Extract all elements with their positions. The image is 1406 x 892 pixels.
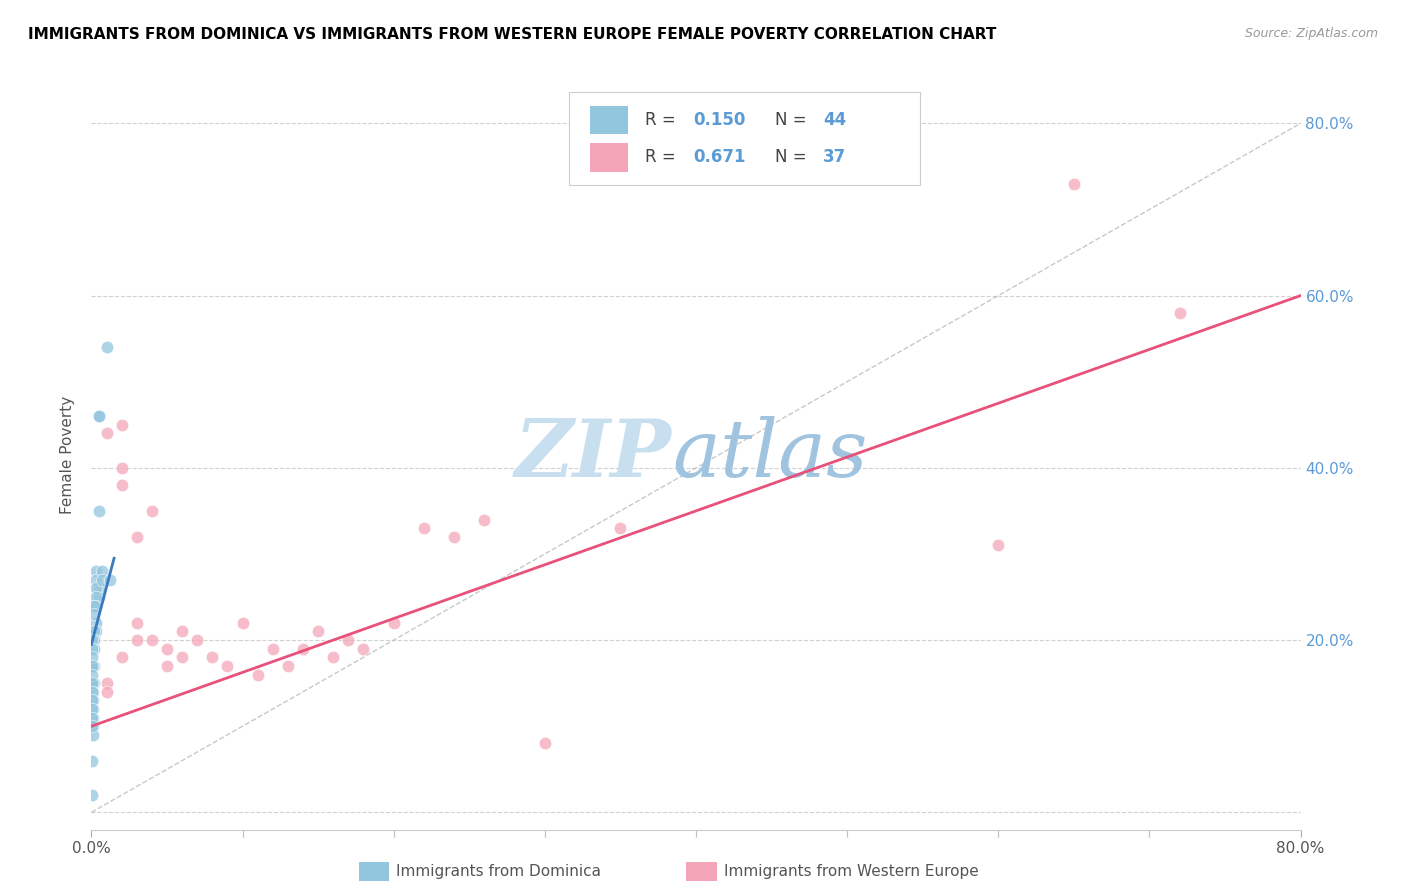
Point	[156, 659, 179, 673]
Point	[82, 641, 104, 656]
Point	[534, 736, 557, 750]
Point	[84, 599, 107, 613]
Y-axis label: Female Poverty: Female Poverty	[60, 396, 76, 514]
Point	[83, 599, 105, 613]
Point	[82, 659, 104, 673]
Point	[96, 676, 118, 690]
Text: Immigrants from Dominica: Immigrants from Dominica	[396, 864, 602, 879]
Point	[337, 633, 360, 648]
Point	[82, 676, 104, 690]
Point	[83, 624, 105, 639]
Point	[82, 754, 104, 768]
Point	[91, 564, 114, 578]
Point	[83, 676, 105, 690]
Point	[82, 659, 104, 673]
Point	[246, 667, 269, 681]
Point	[125, 633, 148, 648]
Text: R =: R =	[645, 111, 681, 129]
Point	[84, 582, 107, 596]
Point	[277, 659, 299, 673]
Text: 37: 37	[823, 148, 846, 167]
Point	[83, 659, 105, 673]
Text: Immigrants from Western Europe: Immigrants from Western Europe	[724, 864, 979, 879]
Point	[82, 702, 104, 716]
Text: 44: 44	[823, 111, 846, 129]
Text: R =: R =	[645, 148, 681, 167]
Text: N =: N =	[775, 111, 811, 129]
Point	[141, 504, 163, 518]
Point	[82, 685, 104, 699]
Point	[111, 417, 132, 432]
Text: ZIP: ZIP	[515, 417, 672, 493]
Point	[82, 719, 104, 733]
Point	[172, 624, 194, 639]
Point	[186, 633, 208, 648]
Point	[82, 633, 104, 648]
Point	[443, 530, 465, 544]
Point	[472, 512, 495, 526]
Point	[83, 641, 105, 656]
Point	[84, 615, 107, 630]
Text: 0.150: 0.150	[693, 111, 747, 129]
Point	[87, 590, 110, 604]
Point	[82, 650, 104, 665]
Point	[87, 504, 110, 518]
Point	[96, 685, 118, 699]
Point	[87, 409, 110, 424]
Point	[84, 573, 107, 587]
Point	[84, 590, 107, 604]
Point	[82, 788, 104, 802]
Point	[84, 624, 107, 639]
Point	[156, 641, 179, 656]
Point	[82, 685, 104, 699]
Point	[84, 564, 107, 578]
Point	[111, 478, 132, 492]
Point	[82, 667, 104, 681]
Point	[322, 650, 344, 665]
Point	[82, 710, 104, 724]
Point	[111, 460, 132, 475]
Point	[83, 633, 105, 648]
Point	[382, 615, 405, 630]
Text: 0.671: 0.671	[693, 148, 747, 167]
Point	[609, 521, 631, 535]
Text: Source: ZipAtlas.com: Source: ZipAtlas.com	[1244, 27, 1378, 40]
Point	[125, 530, 148, 544]
Point	[413, 521, 436, 535]
Point	[307, 624, 329, 639]
FancyBboxPatch shape	[589, 144, 628, 171]
Point	[98, 573, 121, 587]
Point	[141, 633, 163, 648]
Point	[111, 650, 132, 665]
Point	[292, 641, 315, 656]
Point	[352, 641, 374, 656]
Text: N =: N =	[775, 148, 811, 167]
Point	[987, 538, 1010, 552]
Text: atlas: atlas	[672, 417, 868, 493]
Text: IMMIGRANTS FROM DOMINICA VS IMMIGRANTS FROM WESTERN EUROPE FEMALE POVERTY CORREL: IMMIGRANTS FROM DOMINICA VS IMMIGRANTS F…	[28, 27, 997, 42]
Point	[125, 615, 148, 630]
Point	[82, 702, 104, 716]
Point	[96, 340, 118, 354]
Point	[231, 615, 253, 630]
Point	[91, 573, 114, 587]
Point	[83, 607, 105, 622]
Point	[1063, 177, 1085, 191]
Point	[82, 710, 104, 724]
Point	[262, 641, 284, 656]
Point	[201, 650, 224, 665]
Point	[87, 582, 110, 596]
Point	[172, 650, 194, 665]
Point	[82, 693, 104, 707]
FancyBboxPatch shape	[569, 92, 920, 186]
Point	[82, 719, 104, 733]
Point	[82, 693, 104, 707]
Point	[1168, 306, 1191, 320]
Point	[96, 426, 118, 441]
Point	[217, 659, 239, 673]
Point	[82, 728, 104, 742]
Point	[82, 676, 104, 690]
FancyBboxPatch shape	[589, 106, 628, 134]
Point	[87, 409, 110, 424]
